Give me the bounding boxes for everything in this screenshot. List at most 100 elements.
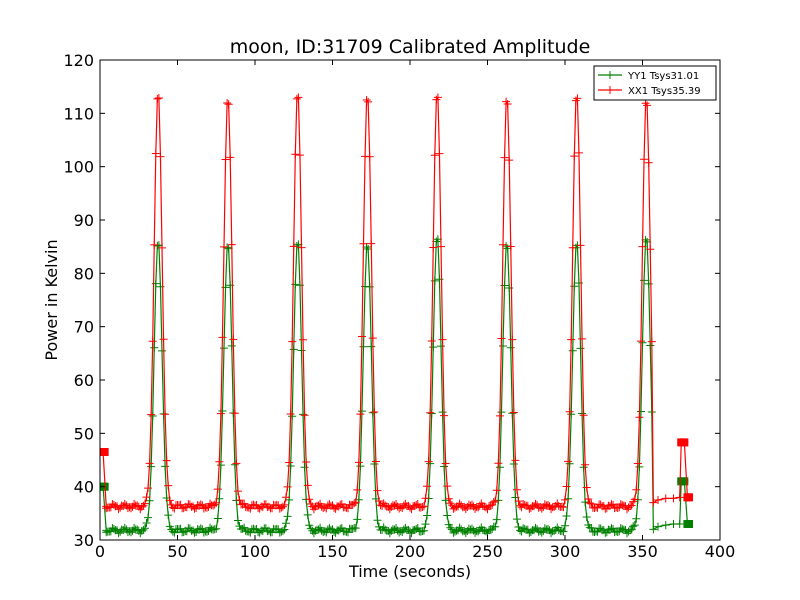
data-point-marker (576, 344, 585, 353)
data-point-marker (630, 495, 639, 504)
data-point-marker (629, 522, 638, 531)
data-point-marker (638, 338, 647, 347)
data-point-marker (289, 242, 298, 251)
data-point-marker (644, 158, 653, 167)
data-point-marker (139, 525, 148, 534)
data-point-marker (506, 343, 515, 352)
data-point-marker (582, 483, 591, 492)
data-point-marker (153, 94, 162, 103)
data-point-marker (373, 516, 382, 525)
data-point-marker (229, 335, 238, 344)
data-point-marker (495, 411, 504, 420)
data-point-marker (158, 243, 166, 252)
data-point-marker (438, 335, 447, 344)
data-point-marker (218, 333, 227, 342)
data-point-marker (511, 456, 520, 465)
data-point-marker (492, 486, 501, 495)
data-point-marker (212, 498, 221, 507)
data-point-marker (300, 463, 309, 472)
y-tick-label: 60 (74, 371, 94, 390)
data-point-marker (356, 410, 365, 419)
data-point-marker (350, 499, 359, 508)
data-point-marker (297, 346, 306, 355)
legend-marker (606, 71, 614, 79)
data-point-marker (223, 99, 232, 108)
data-point-square (685, 493, 693, 502)
data-point-marker (356, 462, 365, 471)
data-point-marker (429, 243, 438, 252)
data-point-marker (444, 494, 453, 503)
data-point-marker (140, 499, 149, 508)
data-point-marker (291, 150, 300, 159)
y-axis: 30 40 50 60 70 80 90 100 110 120 (63, 51, 720, 550)
legend-entry: YY1 Tsys31.01 (598, 71, 699, 82)
data-point-marker (212, 524, 221, 533)
data-point-marker (151, 149, 160, 158)
data-point-marker (675, 520, 684, 528)
x-tick-label: 0 (95, 542, 105, 561)
y-tick-label: 80 (74, 264, 94, 283)
data-point-marker (280, 500, 289, 509)
data-point-marker (440, 411, 449, 420)
plot-background (100, 60, 720, 540)
data-point-marker (654, 522, 662, 531)
data-point-marker (643, 101, 652, 110)
data-point-marker (635, 413, 644, 422)
x-axis-label: Time (seconds) (348, 562, 471, 581)
y-tick-label: 120 (63, 51, 94, 70)
data-point-marker (221, 155, 230, 164)
data-point-marker (233, 516, 242, 525)
data-point-marker (158, 346, 166, 355)
data-point-marker (419, 526, 428, 535)
data-point-marker (435, 149, 444, 158)
data-point-marker (446, 499, 455, 508)
data-point-marker (494, 459, 503, 468)
data-point-marker (286, 461, 295, 470)
data-point-marker (647, 337, 656, 346)
x-tick-label: 150 (317, 542, 348, 561)
data-point-marker (646, 341, 655, 350)
plot-area (99, 59, 721, 541)
data-point-marker (362, 95, 371, 104)
y-tick-label: 30 (74, 531, 94, 550)
data-point-marker (351, 498, 360, 507)
data-point-marker (649, 498, 658, 507)
data-point-marker (365, 152, 374, 161)
data-point-marker (353, 515, 362, 524)
series-layer (100, 93, 693, 538)
y-tick-label: 70 (74, 318, 94, 337)
data-point-square (685, 520, 693, 528)
data-point-marker (468, 524, 476, 533)
data-point-marker (285, 458, 294, 467)
data-point-marker (371, 457, 380, 466)
data-point-marker (305, 495, 314, 504)
data-point-marker (633, 459, 642, 468)
y-tick-label: 110 (63, 104, 94, 123)
data-point-marker (364, 97, 373, 106)
data-point-marker (282, 519, 290, 528)
y-tick-label: 100 (63, 158, 94, 177)
data-point-marker (232, 459, 241, 468)
data-point-marker (303, 510, 312, 519)
data-point-marker (641, 99, 650, 108)
data-point-marker (557, 526, 566, 535)
data-point-marker (227, 240, 236, 249)
data-point-marker (300, 411, 309, 420)
data-point-marker (630, 521, 639, 530)
data-point-marker (561, 495, 569, 504)
data-point-marker (202, 527, 211, 536)
data-point-marker (165, 496, 174, 505)
data-point-marker (426, 459, 435, 468)
data-point-marker (359, 239, 368, 248)
data-point-marker (159, 335, 168, 344)
data-point-marker (127, 528, 135, 537)
data-point-marker (427, 337, 436, 346)
data-point-marker (585, 499, 594, 508)
y-axis-label: Power in Kelvin (42, 239, 61, 360)
data-point-marker (565, 407, 574, 416)
data-point-marker (497, 408, 506, 417)
data-point-marker (213, 485, 222, 494)
data-point-marker (582, 512, 591, 521)
data-point-marker (140, 524, 149, 533)
data-point-marker (278, 502, 287, 511)
